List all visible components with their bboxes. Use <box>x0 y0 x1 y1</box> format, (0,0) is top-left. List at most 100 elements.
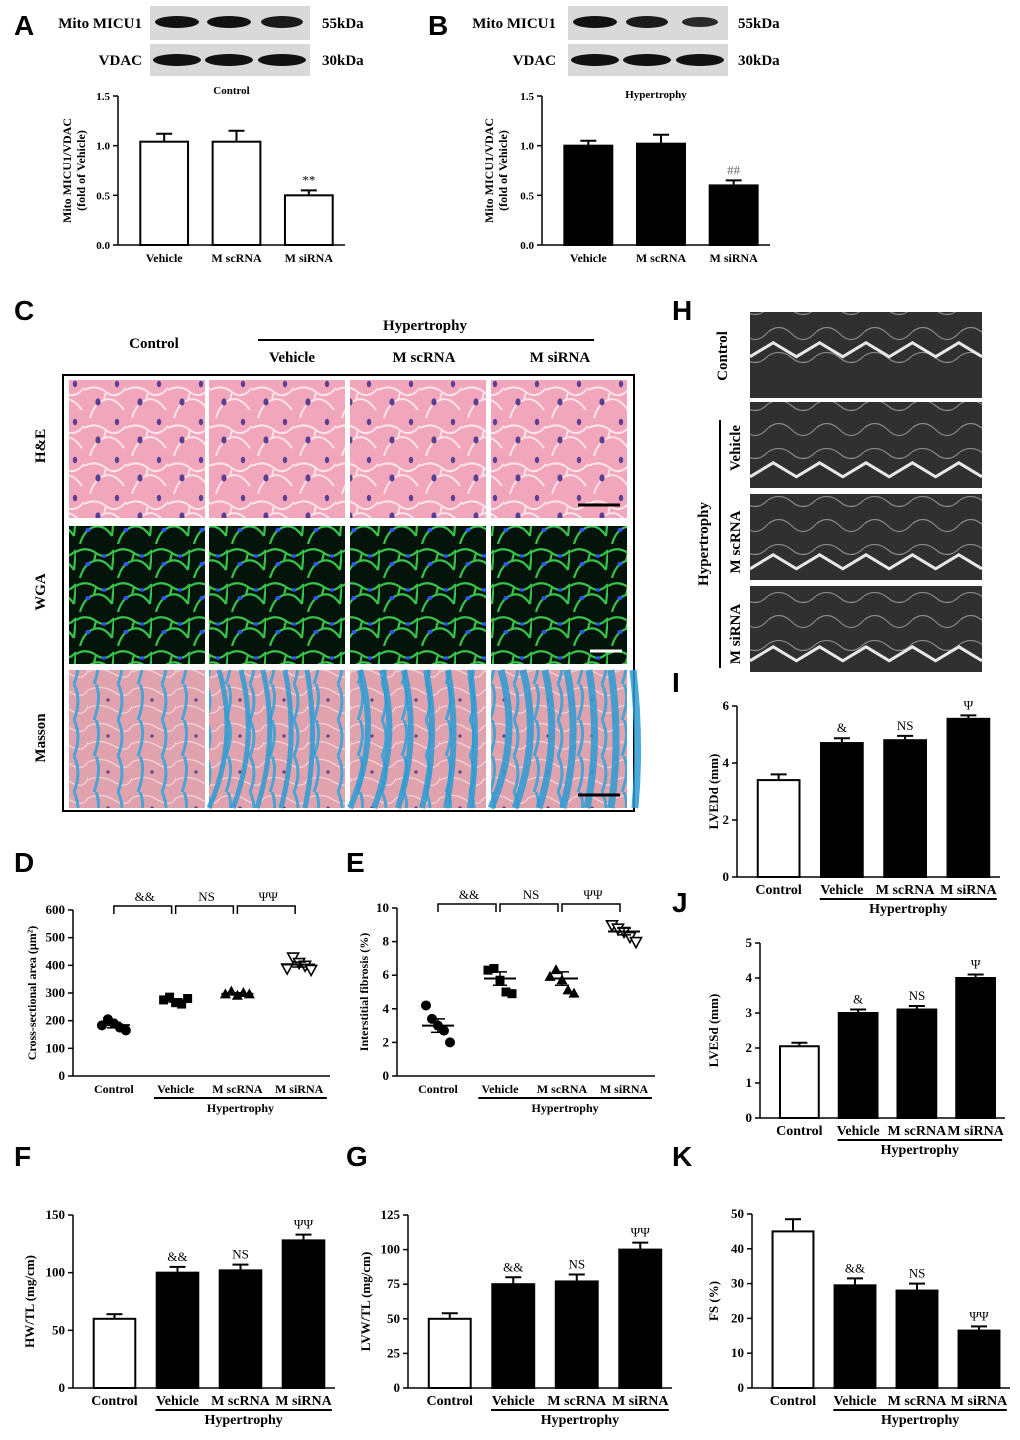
y-tick-label: 25 <box>387 1345 401 1360</box>
bar-m-sirna <box>283 194 334 246</box>
chart-g: 0 25 50 75 100 125 LVW/TL (mg/cm) Control Vehicl… <box>358 1207 672 1428</box>
blot-a-size-label: 55kDa <box>322 16 364 32</box>
y-axis-label: Mito MICU1/VDAC <box>482 118 496 223</box>
comparison-label: ΨΨ <box>259 889 279 904</box>
histology-tile-masson-3 <box>350 670 486 808</box>
data-point <box>439 1025 449 1036</box>
data-point <box>501 987 511 997</box>
significance-label: NS <box>232 1247 249 1262</box>
y-tick-label: 1.0 <box>520 141 534 153</box>
y-tick-label: 200 <box>46 1013 66 1028</box>
x-tick-label: Vehicle <box>820 883 863 898</box>
y-tick-label: 3 <box>746 1005 753 1020</box>
significance-label: && <box>167 1249 187 1264</box>
histology-tile-he-4 <box>491 380 627 518</box>
bar-m-scrna <box>211 140 262 246</box>
y-tick-label: 2 <box>723 812 730 827</box>
y-tick-label: 0.0 <box>96 240 110 252</box>
echo-panel-h: Control Hypertrophy Vehicle M scRNA M si… <box>696 312 983 672</box>
chart-d: 0 100 200 300 400 500 600 Cross-sectional area … <box>25 889 330 1115</box>
data-point <box>489 963 499 973</box>
group-label: Hypertrophy <box>204 1413 282 1428</box>
x-tick-label: M scRNA <box>211 251 262 265</box>
panel-label-f: F <box>14 1141 31 1172</box>
blot-b-size-label: 30kDa <box>738 53 780 69</box>
bar-m-sirna <box>946 717 991 879</box>
comparison-label: NS <box>523 887 540 902</box>
data-point <box>445 1037 455 1048</box>
x-tick-label: M siRNA <box>275 1394 332 1409</box>
bar-m-sirna <box>618 1248 663 1389</box>
fibrosis-strand <box>395 669 414 809</box>
x-tick-label: Control <box>427 1394 474 1409</box>
bar-m-scrna <box>636 142 686 246</box>
blot-band <box>623 54 671 66</box>
bar-control <box>756 779 801 878</box>
group-label: Hypertrophy <box>881 1413 959 1428</box>
x-tick-label: Control <box>776 1124 823 1139</box>
blot-b-loading-label: VDAC <box>513 53 556 69</box>
x-tick-label: Vehicle <box>837 1124 880 1139</box>
fibrosis-strand <box>254 669 273 809</box>
y-tick-label: 500 <box>46 930 66 945</box>
y-tick-label: 6 <box>723 698 730 713</box>
histology-tile-masson-2 <box>209 670 345 808</box>
histology-row-wga: WGA <box>33 573 49 611</box>
y-axis-label: LVEDd (mm) <box>706 754 721 830</box>
histology-col-vehicle: Vehicle <box>269 350 315 366</box>
y-tick-label: 20 <box>731 1310 744 1325</box>
x-tick-label: M siRNA <box>940 883 997 898</box>
data-point <box>550 964 562 975</box>
y-tick-label: 4 <box>723 755 730 770</box>
y-tick-label: 1.5 <box>96 91 110 103</box>
significance-label: ## <box>727 162 741 177</box>
fibrosis-strand <box>629 669 642 809</box>
comparison-bracket <box>561 903 621 912</box>
comparison-bracket <box>499 903 559 912</box>
y-tick-label: 0 <box>738 1380 745 1395</box>
data-point <box>165 992 175 1002</box>
echo-row-vehicle: Vehicle <box>728 425 744 471</box>
histology-tile-wga-4 <box>491 526 627 664</box>
y-tick-label: 75 <box>387 1276 401 1291</box>
fibrosis-strand <box>583 669 598 809</box>
panel-label-d: D <box>14 847 34 878</box>
bar-m-scrna <box>554 1280 599 1390</box>
y-tick-label: 1 <box>746 1075 753 1090</box>
y-axis-label: Mito MICU1/VDAC <box>60 118 74 223</box>
y-tick-label: 8 <box>383 934 390 949</box>
fibrosis-strand <box>230 669 251 809</box>
fibrosis-strand <box>607 669 620 809</box>
data-point <box>304 964 318 978</box>
histology-tile-wga-3 <box>350 526 486 664</box>
histology-tile-masson-1 <box>69 670 205 808</box>
x-tick-label: M scRNA <box>876 883 936 898</box>
x-tick-label: Control <box>94 1082 134 1096</box>
data-point <box>177 999 187 1009</box>
y-tick-label: 4 <box>383 1001 390 1016</box>
western-blot-a: Mito MICU1 VDAC 55kDa 30kDa <box>58 6 364 76</box>
significance-label: NS <box>568 1257 585 1272</box>
chart-title: Control <box>213 85 249 97</box>
significance-label: NS <box>897 718 914 733</box>
x-tick-label: M siRNA <box>275 1082 324 1096</box>
blot-band <box>205 54 253 66</box>
x-tick-label: Control <box>755 883 802 898</box>
y-tick-label: 125 <box>381 1207 401 1222</box>
significance-label: NS <box>909 988 926 1003</box>
panel-label-k: K <box>672 1141 692 1172</box>
chart-k: 0 10 20 30 40 50 FS (%) Control Vehicle M scRNA M … <box>706 1206 1010 1428</box>
bar-m-scrna <box>896 1008 938 1119</box>
blot-band <box>207 16 251 28</box>
y-axis-label: Cross-sectional area (μm²) <box>25 926 39 1061</box>
blot-a-loading-label: VDAC <box>99 53 142 69</box>
y-tick-label: 2 <box>746 1040 753 1055</box>
significance-label: ** <box>302 172 315 187</box>
panel-label-i: I <box>672 667 680 698</box>
bar-vehicle <box>139 140 190 246</box>
panel-label-j: J <box>672 887 688 918</box>
data-point <box>568 987 580 998</box>
y-tick-label: 150 <box>46 1207 66 1222</box>
fibrosis-strand <box>535 669 556 810</box>
